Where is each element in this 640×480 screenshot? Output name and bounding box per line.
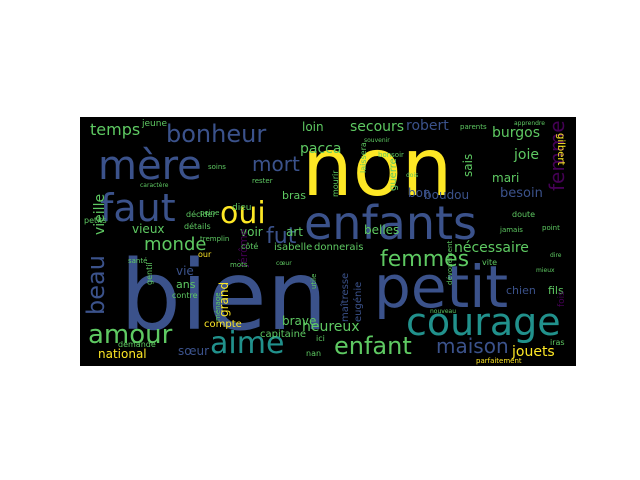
word-necessaire: nécessaire — [454, 240, 529, 256]
word-vieille: vieille — [92, 194, 108, 235]
word-bonheur: bonheur — [166, 120, 266, 148]
word-rester: rester — [252, 177, 273, 185]
word-burgos: burgos — [492, 125, 540, 141]
word-art: art — [286, 225, 303, 239]
word-donnerais: donnerais — [314, 242, 364, 253]
word-dire: dire — [550, 252, 562, 259]
word-souvenir: souvenir — [364, 137, 390, 144]
word-joie: joie — [513, 147, 539, 163]
word-compte: compte — [204, 319, 242, 330]
word-parfaitement: parfaitement — [476, 357, 522, 365]
word-soins: soins — [208, 163, 226, 171]
word-fils: fils — [548, 284, 564, 297]
word-guerre: guerre — [388, 158, 399, 191]
word-sais: sais — [461, 154, 475, 177]
word-temps: temps — [90, 120, 140, 139]
word-loin: loin — [302, 120, 324, 134]
word-monde: monde — [144, 234, 206, 255]
word-cloud: bien non enfants petit mère faut courage bonheu… — [80, 117, 576, 366]
word-bonsoir: bonsoir — [378, 151, 404, 159]
word-maison: maison — [436, 334, 509, 358]
word-gilbert: gilbert — [555, 133, 566, 166]
word-demande: demande — [118, 340, 156, 349]
word-voir: voir — [240, 225, 263, 239]
word-cloud-canvas: biennonenfantspetitmèrefautcouragebonheu… — [82, 118, 569, 365]
word-mots: mots — [230, 261, 248, 269]
word-mari: mari — [492, 171, 519, 185]
word-maitresse: maîtresse — [339, 273, 351, 322]
word-vieux: vieux — [132, 222, 165, 236]
word-fut: fut — [266, 224, 297, 249]
word-our: our — [198, 250, 212, 259]
word-pacca: pacca — [300, 141, 341, 157]
word-contre: contre — [172, 291, 198, 300]
word-jerome: jérôme — [237, 228, 250, 268]
word-capitaine: capitaine — [260, 329, 306, 340]
word-national: national — [98, 347, 147, 361]
word-oui: oui — [220, 196, 266, 231]
word-bien: bien — [120, 240, 328, 352]
word-femme: femme — [545, 120, 569, 191]
word-soeur: sœur — [178, 344, 209, 358]
word-belles: belles — [364, 223, 399, 237]
word-coeur: cœur — [276, 260, 292, 267]
word-amour: amour — [88, 320, 173, 350]
word-devouement: dévouement — [446, 241, 454, 285]
word-enfants: enfants — [304, 196, 477, 250]
word-mieux: mieux — [536, 267, 555, 274]
word-isabelle: isabelle — [274, 242, 312, 253]
word-petits: petits — [84, 216, 107, 225]
word-eugenie: eugénie — [352, 282, 364, 322]
word-enfant: enfant — [334, 332, 412, 360]
word-cote: côté — [241, 241, 258, 251]
word-apprendre: apprendre — [514, 120, 545, 127]
word-dieu: dieu — [232, 203, 251, 213]
word-ici: ici — [316, 334, 325, 343]
word-secours: secours — [350, 119, 404, 135]
word-fois: fois — [557, 291, 567, 307]
word-bon: bon — [408, 186, 431, 200]
word-vite: vite — [482, 258, 497, 267]
word-chien: chien — [506, 284, 536, 297]
word-decider: décider — [186, 209, 217, 219]
word-boudou: boudou — [424, 188, 469, 202]
word-dois: dois — [406, 172, 418, 179]
word-mort: mort — [252, 152, 300, 176]
word-peine: peine — [200, 209, 219, 217]
word-bras: bras — [282, 189, 306, 202]
word-besoin: besoin — [500, 186, 543, 201]
word-mourir: mourir — [331, 170, 340, 197]
word-grand: grand — [217, 282, 231, 317]
word-brave: brave — [282, 314, 316, 328]
word-nouveau: nouveau — [430, 308, 456, 315]
word-mere: mère — [98, 143, 202, 189]
word-details: détails — [184, 221, 211, 231]
word-gentil: gentil — [145, 262, 154, 285]
word-jamais: jamais — [499, 226, 523, 234]
word-point: point — [542, 224, 560, 232]
word-sante: santé — [128, 257, 147, 265]
word-iras: iras — [550, 338, 565, 347]
word-doute: doute — [512, 210, 535, 219]
word-non: non — [302, 121, 452, 214]
word-laissera: laissera — [359, 142, 368, 173]
word-courage: courage — [406, 300, 561, 344]
word-vie: vie — [176, 264, 194, 278]
word-menage: ménage — [214, 292, 222, 321]
word-jouets: jouets — [511, 344, 555, 360]
word-tremplin: tremplin — [200, 235, 229, 243]
word-ans: ans — [176, 278, 196, 291]
word-beau: beau — [82, 255, 110, 315]
word-nan: nan — [306, 349, 321, 358]
word-heureux: heureux — [302, 319, 360, 335]
word-utile: utile — [310, 274, 318, 289]
word-faut: faut — [100, 186, 176, 230]
word-parents: parents — [460, 123, 487, 131]
word-robert: robert — [406, 118, 449, 134]
word-petit: petit — [374, 253, 508, 321]
word-aime: aime — [210, 326, 284, 361]
word-jeune: jeune — [141, 119, 167, 129]
word-caractere: caractère — [140, 182, 169, 189]
word-femmes: femmes — [380, 247, 469, 272]
